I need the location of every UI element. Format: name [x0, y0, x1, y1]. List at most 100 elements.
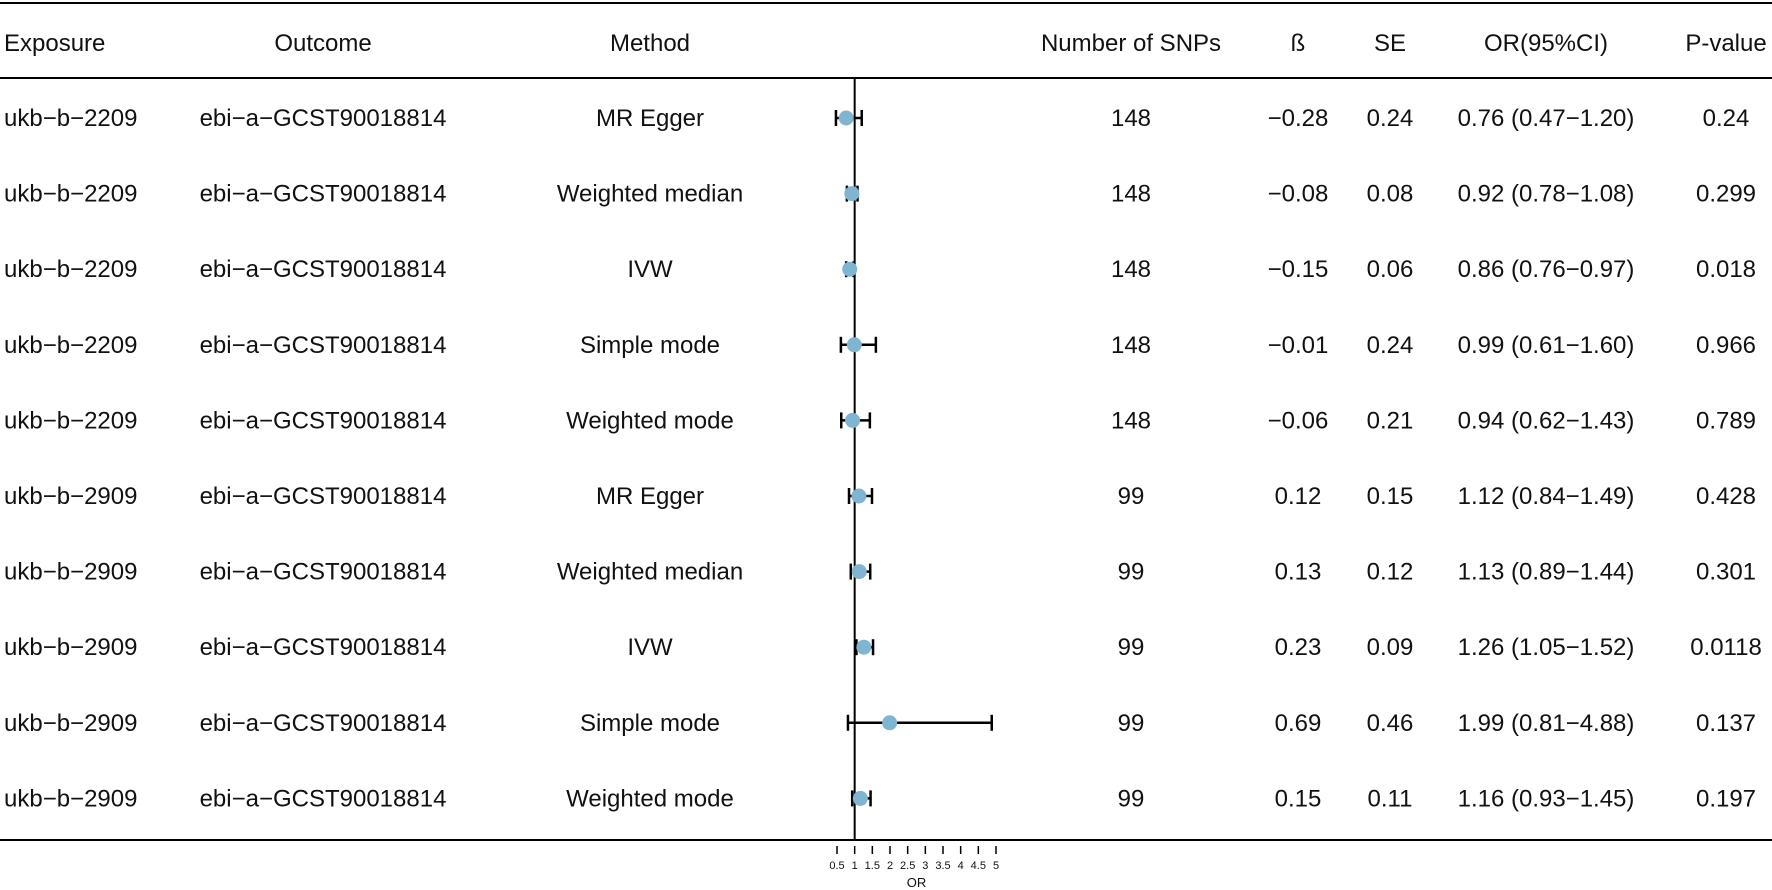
cell-pval: 0.789 [1696, 407, 1756, 434]
cell-method: IVW [627, 634, 673, 661]
x-axis-label: OR [907, 875, 927, 890]
x-tick-label: 4 [958, 860, 964, 872]
cell-se: 0.09 [1367, 634, 1414, 661]
cell-outcome: ebi−a−GCST90018814 [200, 407, 447, 434]
point-estimate [838, 110, 854, 126]
cell-exposure: ukb−b−2209 [4, 256, 137, 283]
cell-beta: −0.08 [1268, 181, 1329, 208]
x-tick-label: 1 [852, 860, 858, 872]
x-tick-label: 0.5 [829, 860, 844, 872]
cell-beta: 0.15 [1275, 785, 1322, 812]
header-or_ci: OR(95%CI) [1484, 30, 1608, 57]
cell-method: IVW [627, 256, 673, 283]
cell-exposure: ukb−b−2209 [4, 105, 137, 132]
cell-pval: 0.301 [1696, 559, 1756, 586]
cell-outcome: ebi−a−GCST90018814 [200, 559, 447, 586]
header-nsnp: Number of SNPs [1041, 30, 1221, 57]
x-tick-label: 2.5 [900, 860, 915, 872]
cell-pval: 0.137 [1696, 710, 1756, 737]
cell-nsnp: 148 [1111, 332, 1151, 359]
cell-outcome: ebi−a−GCST90018814 [200, 181, 447, 208]
cell-or_ci: 1.99 (0.81−4.88) [1458, 710, 1635, 737]
cell-outcome: ebi−a−GCST90018814 [200, 483, 447, 510]
cell-outcome: ebi−a−GCST90018814 [200, 634, 447, 661]
cell-se: 0.08 [1367, 181, 1414, 208]
cell-method: Weighted mode [566, 407, 734, 434]
cell-nsnp: 148 [1111, 105, 1151, 132]
cell-se: 0.24 [1367, 332, 1414, 359]
cell-exposure: ukb−b−2909 [4, 710, 137, 737]
cell-nsnp: 99 [1118, 483, 1145, 510]
cell-exposure: ukb−b−2909 [4, 634, 137, 661]
point-estimate [856, 639, 872, 655]
x-tick-label: 3 [922, 860, 928, 872]
cell-exposure: ukb−b−2209 [4, 407, 137, 434]
cell-se: 0.24 [1367, 105, 1414, 132]
cell-or_ci: 0.99 (0.61−1.60) [1458, 332, 1635, 359]
cell-exposure: ukb−b−2209 [4, 181, 137, 208]
cell-beta: −0.06 [1268, 407, 1329, 434]
cell-nsnp: 148 [1111, 181, 1151, 208]
cell-method: Weighted mode [566, 785, 734, 812]
cell-nsnp: 99 [1118, 634, 1145, 661]
cell-beta: −0.01 [1268, 332, 1329, 359]
cell-nsnp: 99 [1118, 559, 1145, 586]
cell-se: 0.11 [1368, 785, 1413, 812]
cell-beta: 0.12 [1275, 483, 1322, 510]
cell-nsnp: 148 [1111, 256, 1151, 283]
x-tick-label: 4.5 [971, 860, 986, 872]
cell-exposure: ukb−b−2209 [4, 332, 137, 359]
cell-outcome: ebi−a−GCST90018814 [200, 256, 447, 283]
header-se: SE [1374, 30, 1406, 57]
cell-method: Simple mode [580, 332, 720, 359]
cell-se: 0.15 [1367, 483, 1414, 510]
x-tick-label: 2 [887, 860, 893, 872]
cell-se: 0.21 [1367, 407, 1414, 434]
cell-pval: 0.299 [1696, 181, 1756, 208]
cell-or_ci: 1.16 (0.93−1.45) [1458, 785, 1635, 812]
cell-se: 0.46 [1367, 710, 1414, 737]
cell-beta: −0.15 [1268, 256, 1329, 283]
cell-exposure: ukb−b−2909 [4, 483, 137, 510]
point-estimate [845, 412, 861, 428]
cell-method: Weighted median [557, 559, 743, 586]
cell-se: 0.06 [1367, 256, 1414, 283]
cell-beta: 0.23 [1275, 634, 1322, 661]
cell-outcome: ebi−a−GCST90018814 [200, 785, 447, 812]
point-estimate [851, 564, 867, 580]
x-tick-label: 5 [993, 860, 999, 872]
cell-or_ci: 1.13 (0.89−1.44) [1458, 559, 1635, 586]
cell-method: Weighted median [557, 181, 743, 208]
cell-nsnp: 148 [1111, 407, 1151, 434]
cell-or_ci: 0.76 (0.47−1.20) [1458, 105, 1635, 132]
cell-pval: 0.24 [1703, 105, 1750, 132]
header-outcome: Outcome [274, 30, 371, 57]
x-tick-label: 1.5 [865, 860, 880, 872]
cell-or_ci: 0.94 (0.62−1.43) [1458, 407, 1635, 434]
header-pval: P-value [1685, 30, 1766, 57]
cell-pval: 0.966 [1696, 332, 1756, 359]
cell-nsnp: 99 [1118, 710, 1145, 737]
header-method: Method [610, 30, 690, 57]
cell-exposure: ukb−b−2909 [4, 559, 137, 586]
header-beta: ß [1291, 30, 1306, 57]
cell-outcome: ebi−a−GCST90018814 [200, 710, 447, 737]
cell-exposure: ukb−b−2909 [4, 785, 137, 812]
point-estimate [844, 186, 860, 202]
cell-beta: −0.28 [1268, 105, 1329, 132]
cell-method: MR Egger [596, 483, 704, 510]
point-estimate [851, 488, 867, 504]
point-estimate [882, 715, 898, 731]
cell-pval: 0.428 [1696, 483, 1756, 510]
cell-or_ci: 1.26 (1.05−1.52) [1458, 634, 1635, 661]
cell-pval: 0.0118 [1690, 634, 1762, 661]
cell-beta: 0.13 [1275, 559, 1322, 586]
point-estimate [846, 337, 862, 353]
cell-outcome: ebi−a−GCST90018814 [200, 332, 447, 359]
cell-nsnp: 99 [1118, 785, 1145, 812]
x-tick-label: 3.5 [935, 860, 950, 872]
cell-beta: 0.69 [1275, 710, 1322, 737]
cell-pval: 0.197 [1696, 785, 1756, 812]
cell-or_ci: 0.92 (0.78−1.08) [1458, 181, 1635, 208]
